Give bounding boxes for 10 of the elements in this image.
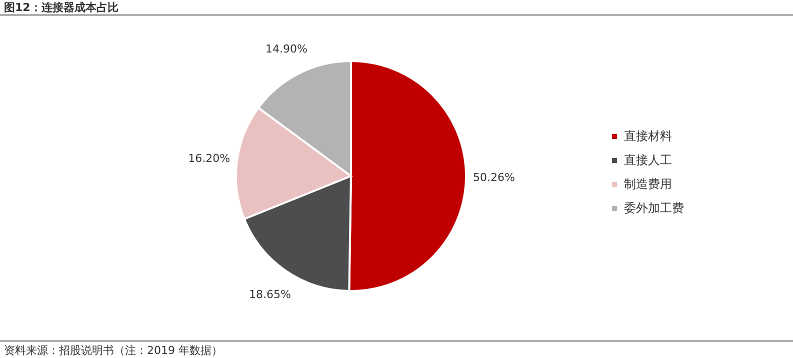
text: 资料来源：招股说明书（注：2019 年数据） xyxy=(4,344,222,357)
legend-label: 制造费用 xyxy=(624,177,672,191)
legend-label: 委外加工费 xyxy=(624,201,684,215)
data-label: 16.20% xyxy=(188,152,230,166)
legend-label: 直接材料 xyxy=(624,129,672,143)
data-label: 14.90% xyxy=(266,42,308,56)
data-label: 18.65% xyxy=(249,288,292,301)
text: 图12：连接器成本占比 xyxy=(4,1,118,14)
legend-label: 直接人工 xyxy=(624,153,672,167)
data-label: 50.26% xyxy=(473,171,515,184)
